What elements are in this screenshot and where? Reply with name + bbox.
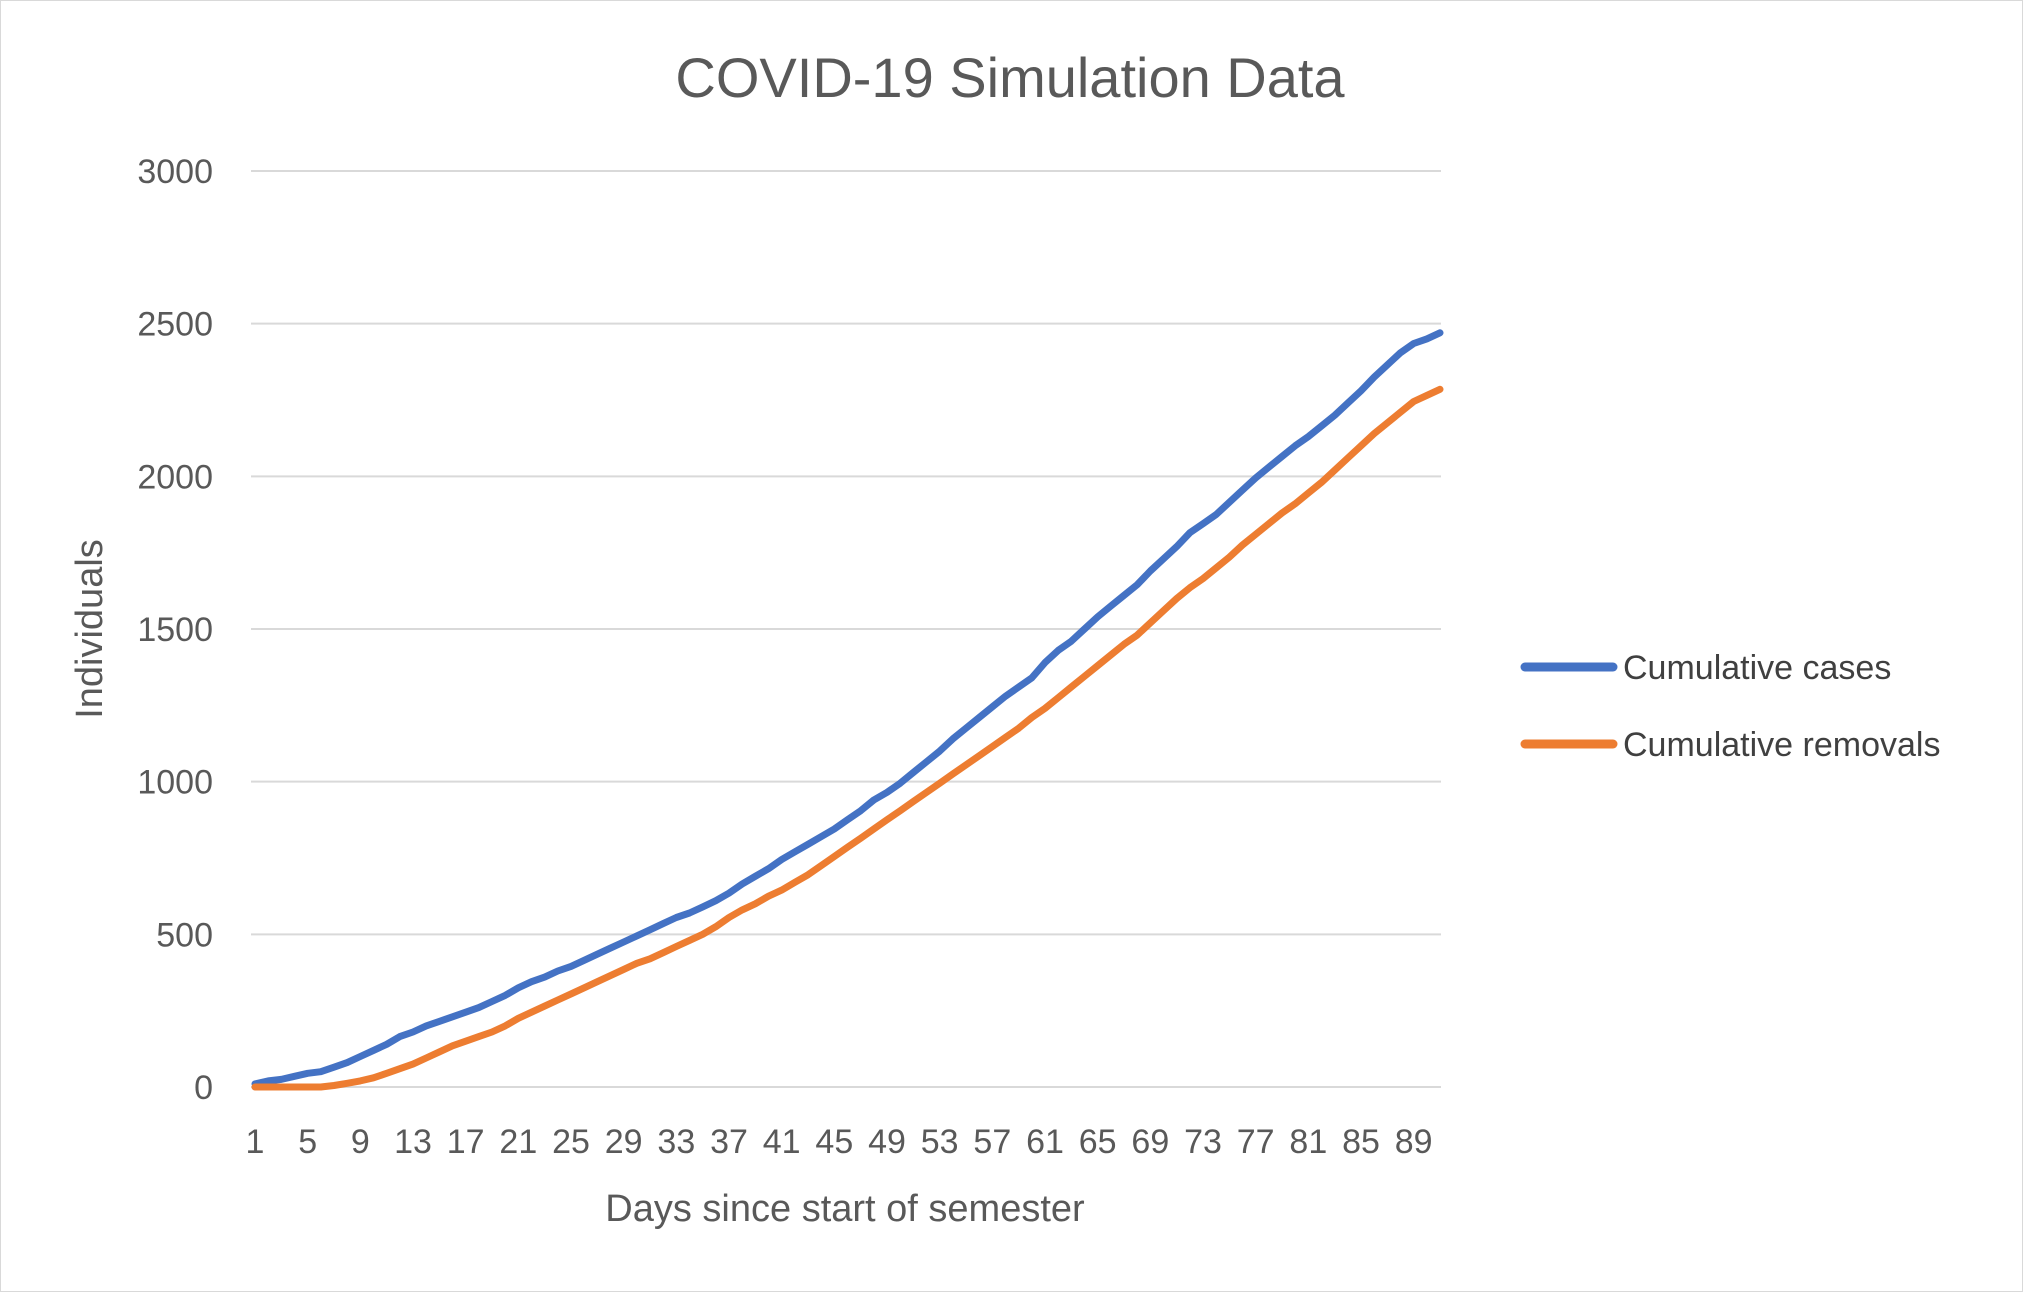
x-tick-label-33: 33	[657, 1123, 695, 1161]
x-axis-ticks: 1 5 9 13 17 21 25 29 33 37 41 45 49 53 57 61 65 69 73 77 81 8…	[246, 1123, 1433, 1161]
legend-label-1: Cumulative cases	[1623, 649, 1891, 687]
x-tick-label-5: 5	[298, 1123, 317, 1161]
y-tick-label-2500: 2500	[137, 306, 213, 344]
x-tick-label-85: 85	[1342, 1123, 1380, 1161]
x-tick-label-29: 29	[605, 1123, 643, 1161]
x-tick-label-45: 45	[815, 1123, 853, 1161]
chart-title: COVID-19 Simulation Data	[675, 46, 1345, 109]
legend-label-2: Cumulative removals	[1623, 726, 1940, 764]
series-lines	[251, 329, 1444, 1091]
x-tick-label-77: 77	[1237, 1123, 1275, 1161]
y-tick-label-1500: 1500	[137, 611, 213, 649]
y-tick-label-1000: 1000	[137, 764, 213, 802]
x-tick-label-49: 49	[868, 1123, 906, 1161]
series-line-1	[251, 329, 1444, 1088]
y-tick-label-3000: 3000	[137, 153, 213, 191]
x-tick-label-25: 25	[552, 1123, 590, 1161]
x-tick-label-9: 9	[351, 1123, 370, 1161]
y-axis-title: Individuals	[69, 539, 111, 719]
x-tick-label-89: 89	[1395, 1123, 1433, 1161]
x-tick-label-13: 13	[394, 1123, 432, 1161]
x-tick-label-73: 73	[1184, 1123, 1222, 1161]
y-tick-label-2000: 2000	[137, 458, 213, 496]
series-line-2	[251, 385, 1444, 1091]
y-tick-label-0: 0	[194, 1069, 213, 1107]
x-tick-label-37: 37	[710, 1123, 748, 1161]
x-axis-title: Days since start of semester	[605, 1188, 1085, 1230]
legend: Cumulative cases Cumulative removals	[1520, 649, 1940, 764]
gridlines	[251, 170, 1441, 1088]
x-tick-label-61: 61	[1026, 1123, 1064, 1161]
x-tick-label-17: 17	[447, 1123, 485, 1161]
y-axis-ticks: 0 500 1000 1500 2000 2500 3000	[137, 153, 213, 1107]
x-tick-label-1: 1	[246, 1123, 265, 1161]
x-tick-label-65: 65	[1079, 1123, 1117, 1161]
x-tick-label-81: 81	[1289, 1123, 1327, 1161]
x-tick-label-21: 21	[499, 1123, 537, 1161]
y-tick-label-500: 500	[156, 916, 213, 954]
x-tick-label-69: 69	[1131, 1123, 1169, 1161]
x-tick-label-57: 57	[973, 1123, 1011, 1161]
x-tick-label-41: 41	[763, 1123, 801, 1161]
x-tick-label-53: 53	[921, 1123, 959, 1161]
